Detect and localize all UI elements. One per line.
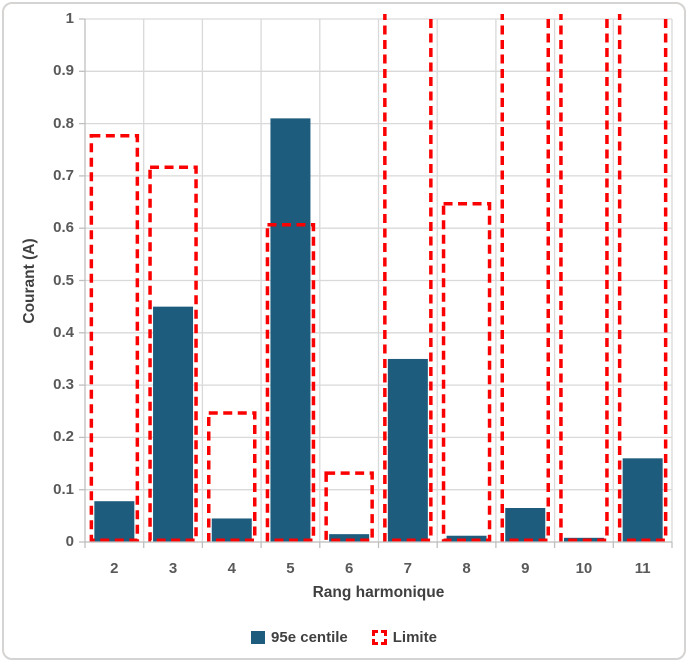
x-category-label-5: 5 [286, 560, 295, 577]
bar-limite-rang-11-clipped [617, 14, 668, 542]
bar-limite-rang-6 [324, 471, 374, 542]
plot-area [79, 14, 673, 548]
bar-limite-rang-10-clipped [559, 14, 609, 542]
bar-95e-centile-rang-2 [94, 501, 135, 542]
bar-limite-rang-4 [207, 411, 257, 542]
bar-95e-centile-rang-11 [622, 458, 663, 542]
x-category-label-11: 11 [634, 560, 651, 577]
bar-limite-rang-3 [148, 165, 198, 542]
bar-95e-centile-rang-3 [153, 306, 194, 542]
bar-95e-centile-rang-8 [446, 535, 487, 542]
x-category-label-8: 8 [462, 560, 471, 577]
bar-95e-centile-rang-7 [387, 358, 428, 542]
x-category-label-3: 3 [168, 560, 178, 577]
x-category-label-10: 10 [575, 560, 593, 577]
x-category-label-4: 4 [227, 560, 236, 577]
legend-swatch-95e-centile-icon [251, 630, 266, 644]
x-category-label-6: 6 [344, 560, 354, 577]
bar-limite-rang-2 [89, 134, 140, 542]
bar-limite-rang-9-clipped [500, 14, 550, 542]
bar-limite-rang-5 [265, 222, 316, 542]
y-axis-title: Courant (A) [21, 238, 38, 324]
x-axis-title: Rang harmonique [312, 584, 445, 601]
x-category-label-7: 7 [403, 560, 413, 577]
bar-95e-centile-rang-4 [211, 518, 252, 542]
legend-swatch-limite-icon [371, 629, 387, 645]
legend-label-95e-centile: 95e centile [271, 628, 348, 646]
legend: 95e centile Limite [0, 626, 688, 648]
bar-limite-rang-7-clipped [383, 14, 433, 542]
x-category-label-2: 2 [110, 560, 119, 577]
bar-95e-centile-rang-9 [505, 508, 546, 542]
bar-limite-rang-8 [441, 202, 492, 543]
x-category-label-9: 9 [521, 560, 530, 577]
legend-label-limite: Limite [392, 628, 437, 646]
bar-95e-centile-rang-6 [329, 534, 370, 542]
bar-95e-centile-rang-5 [270, 118, 311, 543]
